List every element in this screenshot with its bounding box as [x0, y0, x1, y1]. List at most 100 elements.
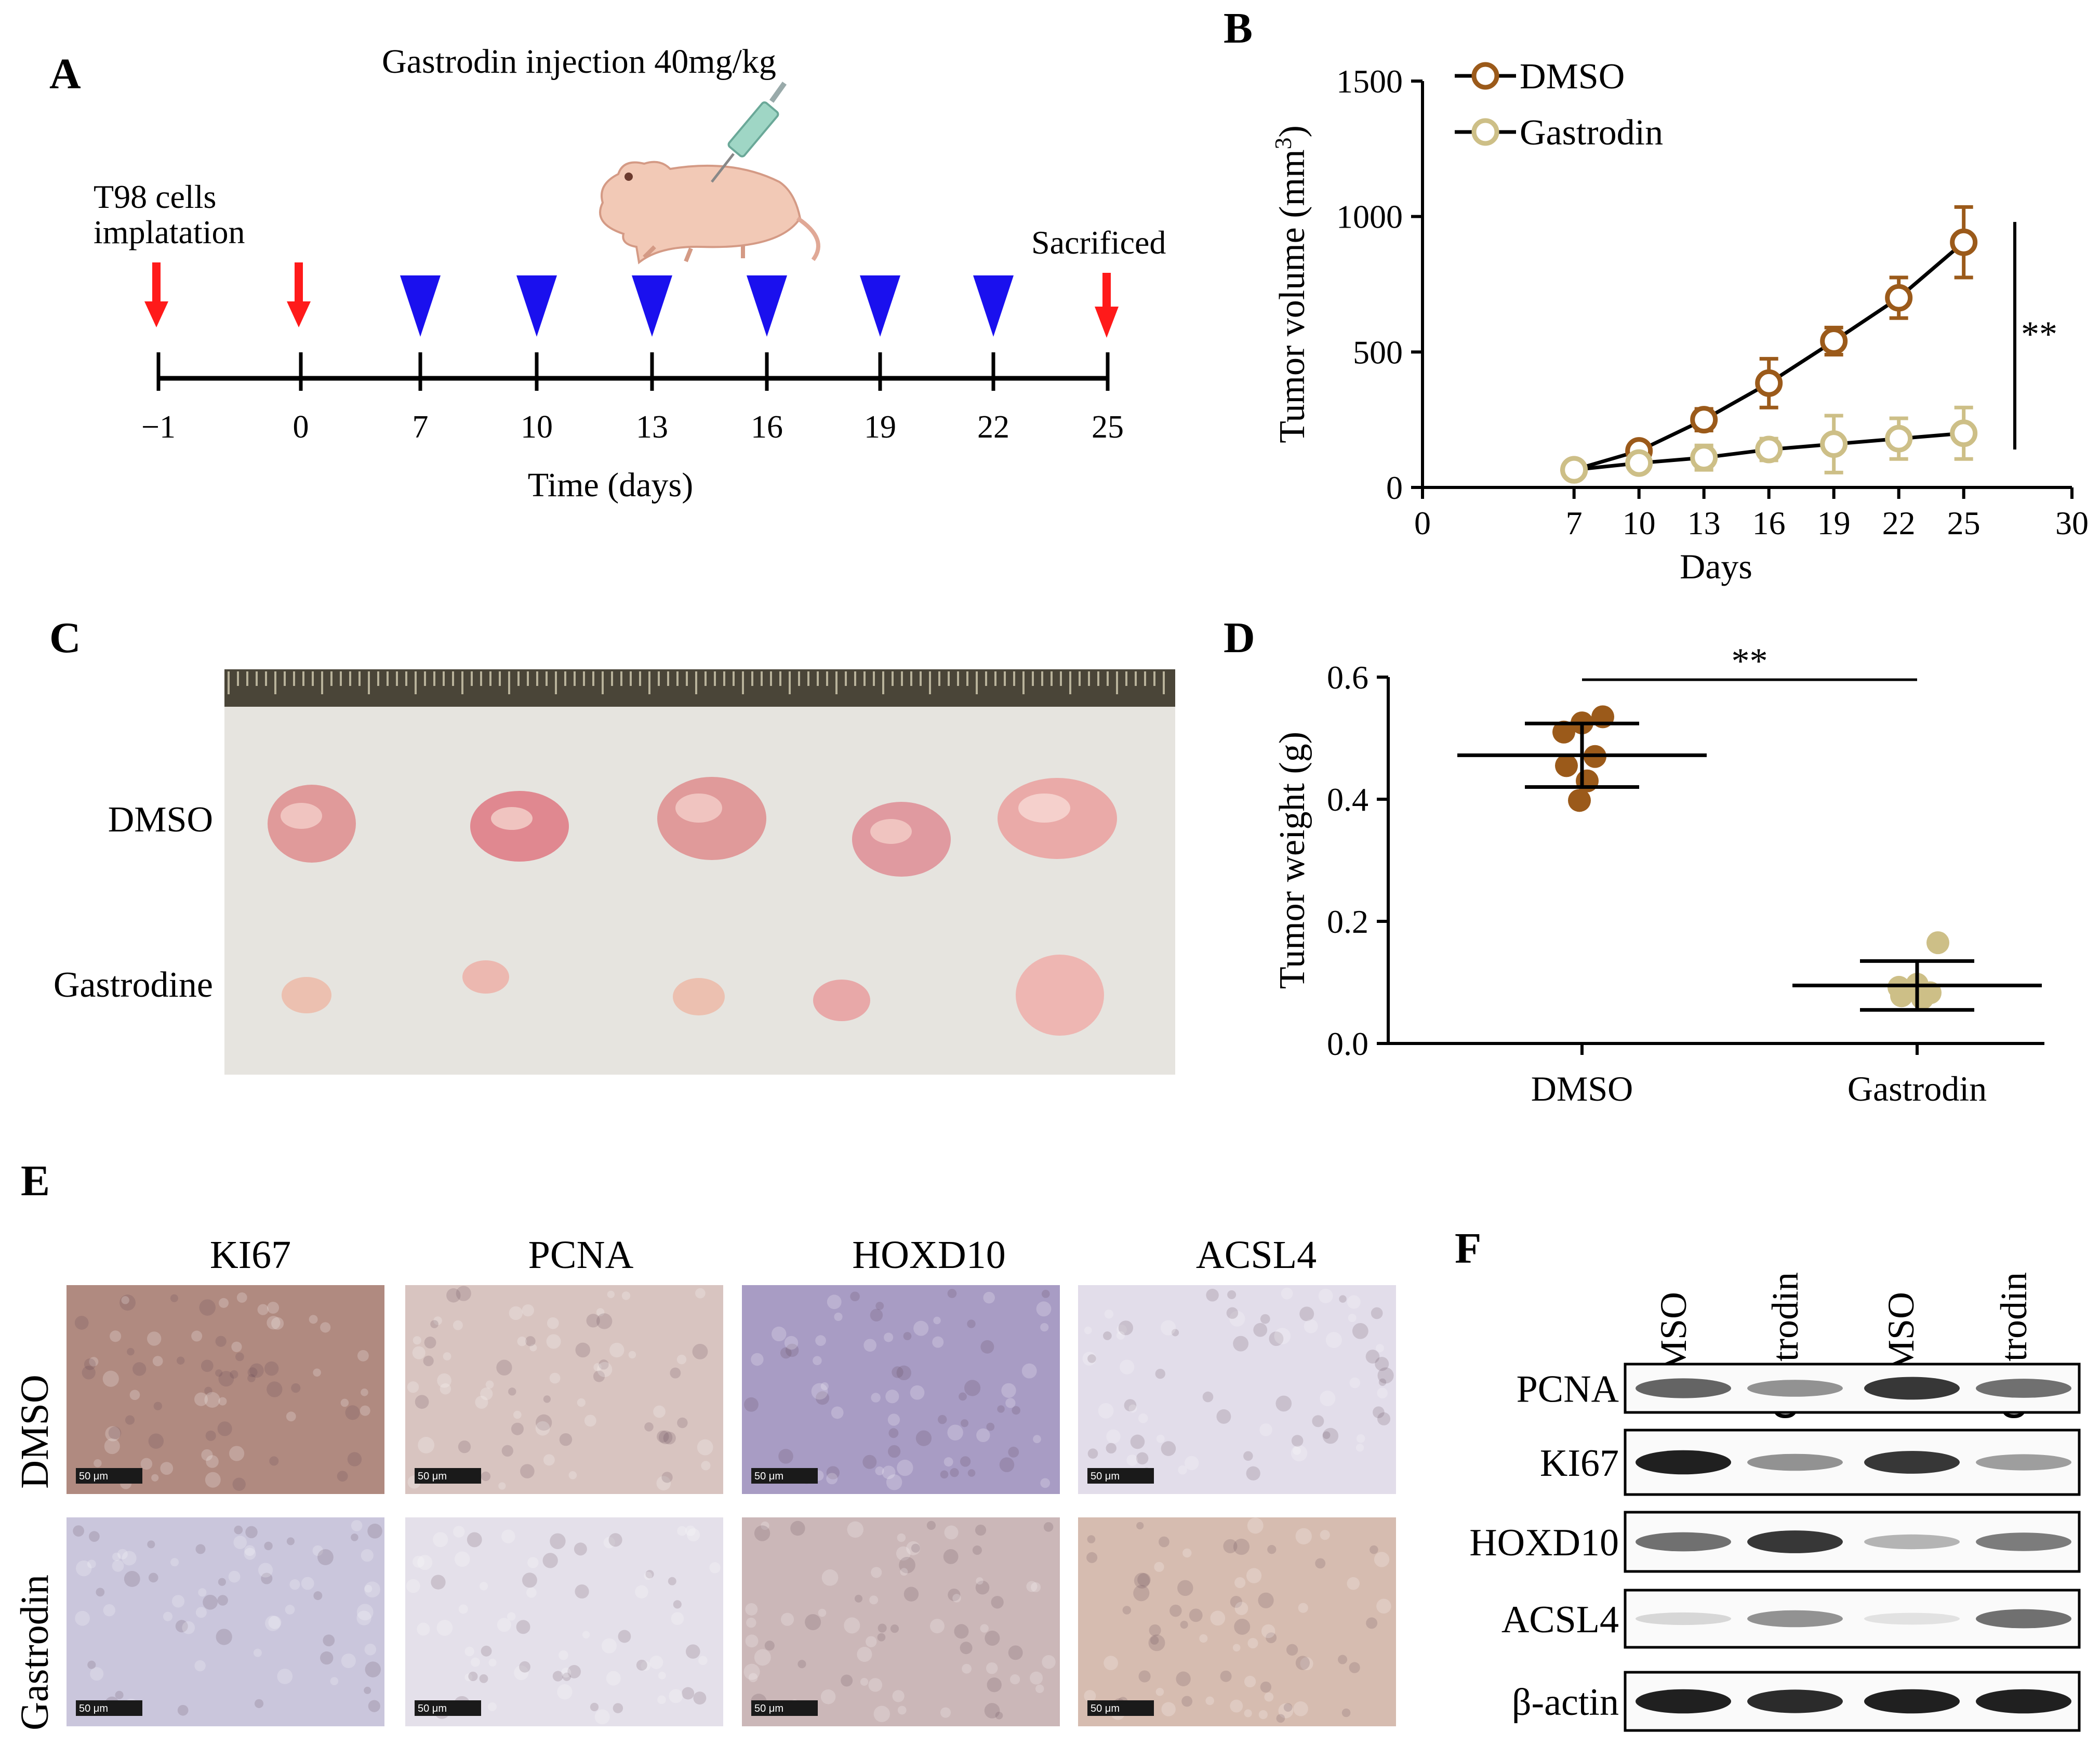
blot-row: HOXD10	[1469, 1511, 2081, 1573]
scale-bar-label: 50 μm	[1091, 1703, 1120, 1714]
ruler-ticks	[228, 671, 1165, 694]
cell-texture	[247, 1367, 258, 1378]
cell-texture	[1103, 1331, 1112, 1340]
cell-texture	[670, 1367, 681, 1379]
cell-texture	[507, 1612, 516, 1621]
cell-texture	[1378, 1378, 1387, 1386]
cell-texture	[517, 1337, 527, 1346]
panel-label-d: D	[1224, 614, 1255, 662]
cell-texture	[176, 1356, 185, 1365]
cell-texture	[364, 1686, 371, 1694]
cell-texture	[910, 1385, 925, 1400]
cell-texture	[407, 1381, 419, 1393]
cell-texture	[1281, 1287, 1293, 1300]
cell-texture	[501, 1445, 513, 1457]
cell-texture	[1299, 1306, 1314, 1321]
cell-texture	[110, 1330, 122, 1342]
timeline-tick-label: 10	[521, 409, 553, 445]
cell-texture	[892, 1690, 905, 1702]
significance-label: **	[1732, 641, 1768, 681]
data-point	[1576, 769, 1599, 792]
cell-texture	[613, 1703, 623, 1713]
scale-bar-label: 50 μm	[754, 1471, 783, 1482]
cell-texture	[950, 1468, 959, 1477]
cell-texture	[608, 1533, 622, 1547]
panel-label-a: A	[49, 50, 81, 98]
cell-texture	[103, 1604, 115, 1617]
cell-texture	[609, 1342, 624, 1358]
cell-texture	[1087, 1354, 1096, 1363]
implant-label-1: T98 cells	[94, 178, 216, 215]
x-axis-label: Days	[1680, 547, 1752, 586]
cell-texture	[754, 1525, 770, 1541]
cell-texture	[84, 1358, 96, 1370]
cell-texture	[1266, 1632, 1277, 1644]
cell-texture	[340, 1398, 349, 1407]
cell-texture	[1293, 1701, 1308, 1716]
cell-texture	[1229, 1311, 1245, 1327]
tumor-gastrodin	[282, 955, 1104, 1036]
injection-triangle	[860, 275, 900, 337]
cell-texture	[1291, 1445, 1308, 1462]
cell-texture	[257, 1304, 269, 1315]
cell-texture	[417, 1622, 430, 1636]
cell-texture	[903, 1587, 919, 1602]
cell-texture	[857, 1646, 872, 1662]
cell-texture	[778, 1449, 793, 1464]
cell-texture	[1176, 1671, 1191, 1686]
cell-texture	[219, 1298, 229, 1308]
cell-texture	[368, 1700, 380, 1712]
cell-texture	[937, 1415, 947, 1424]
cell-texture	[356, 1604, 374, 1621]
cell-texture	[475, 1395, 488, 1409]
cell-texture	[1318, 1288, 1333, 1303]
ihc-stain-label: ACSL4	[1196, 1233, 1317, 1277]
cell-texture	[1244, 1675, 1256, 1688]
cell-texture	[980, 1340, 994, 1354]
cell-texture	[535, 1421, 550, 1436]
cell-texture	[1210, 1610, 1226, 1626]
cell-texture	[959, 1392, 967, 1401]
cell-texture	[948, 1588, 961, 1602]
cell-texture	[497, 1618, 511, 1632]
cell-texture	[607, 1290, 615, 1299]
cell-texture	[1087, 1535, 1096, 1543]
cell-texture	[575, 1342, 591, 1358]
cell-texture	[751, 1353, 764, 1366]
cell-texture	[745, 1634, 759, 1648]
blot-band	[1864, 1612, 1960, 1625]
cell-texture	[453, 1320, 463, 1330]
cell-texture	[215, 1369, 223, 1377]
cell-texture	[147, 1331, 162, 1346]
cell-texture	[1040, 1478, 1051, 1488]
cell-texture	[663, 1432, 676, 1445]
ihc-tile: 50 μm	[1078, 1285, 1396, 1494]
scale-bar	[1087, 1468, 1154, 1484]
cell-texture	[313, 1368, 321, 1377]
cell-texture	[1291, 1435, 1304, 1447]
cell-texture	[986, 1662, 998, 1674]
cell-texture	[1347, 1577, 1360, 1590]
cell-texture	[413, 1336, 421, 1345]
ihc-image	[405, 1285, 723, 1494]
cell-texture	[967, 1469, 976, 1477]
cell-texture	[1124, 1399, 1137, 1412]
cell-texture	[601, 1638, 617, 1654]
cell-texture	[847, 1521, 864, 1538]
cell-texture	[985, 1630, 1000, 1646]
cell-texture	[1349, 1377, 1361, 1389]
blot-band	[1976, 1609, 2071, 1629]
ihc-image	[1078, 1517, 1396, 1726]
cell-texture	[112, 1552, 121, 1561]
ihc-stain-label: KI67	[210, 1233, 291, 1277]
cell-texture	[645, 1570, 654, 1579]
cell-texture	[191, 1330, 203, 1342]
cell-texture	[330, 1677, 339, 1685]
cell-texture	[995, 1711, 1003, 1720]
data-point	[1885, 425, 1913, 453]
significance-label: **	[2021, 314, 2057, 354]
cell-texture	[1247, 1517, 1264, 1534]
blot-band	[1864, 1377, 1960, 1400]
cell-texture	[119, 1294, 136, 1311]
cell-texture	[458, 1604, 468, 1614]
